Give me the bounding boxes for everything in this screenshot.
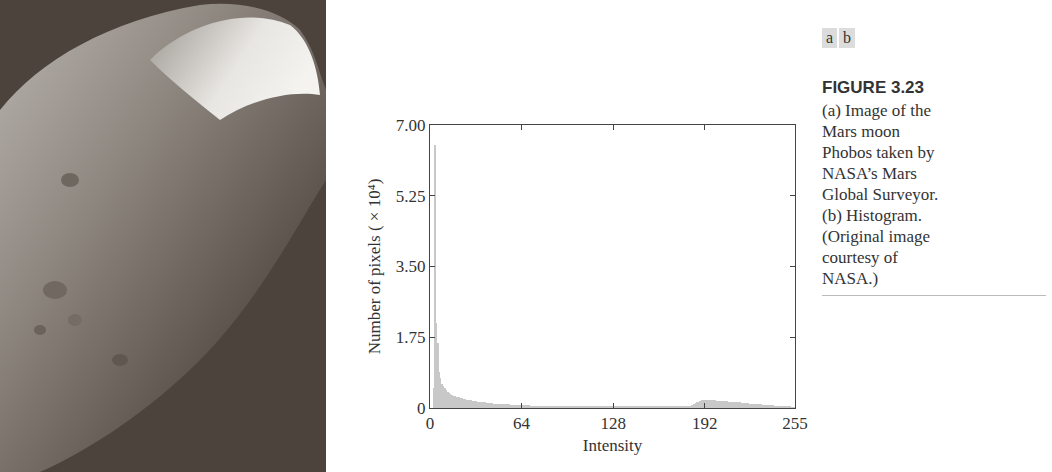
svg-text:3.50: 3.50 (396, 257, 426, 276)
svg-text:1.75: 1.75 (396, 328, 426, 347)
svg-text:64: 64 (513, 414, 531, 433)
svg-text:0: 0 (426, 414, 435, 433)
svg-text:255: 255 (782, 414, 808, 433)
html-text:courtesy of: courtesy of (822, 248, 898, 267)
html-text:FIGURE 3.23: FIGURE 3.23 (822, 78, 924, 97)
svg-text:7.00: 7.00 (396, 116, 426, 135)
html-text:(a) Image of the: (a) Image of the (822, 101, 931, 120)
html-text:NASA’s Mars: NASA’s Mars (822, 164, 917, 183)
html-text:Mars moon: Mars moon (822, 122, 900, 141)
html-text:NASA.): NASA.) (822, 269, 879, 288)
svg-text:5.25: 5.25 (396, 187, 426, 206)
html-text:(Original image: (Original image (822, 227, 931, 246)
svg-text:0: 0 (417, 399, 426, 418)
html-text:(b) Histogram.: (b) Histogram. (822, 206, 923, 225)
html-text:b: b (843, 29, 852, 46)
svg-text:Intensity: Intensity (583, 436, 643, 455)
html-text:a: a (826, 29, 834, 46)
svg-text:192: 192 (692, 414, 718, 433)
svg-text:Number of pixels ( × 10⁴): Number of pixels ( × 10⁴) (365, 179, 384, 355)
html-text:Phobos taken by: Phobos taken by (822, 143, 935, 162)
html-text:Global Surveyor.: Global Surveyor. (822, 185, 939, 204)
svg-text:128: 128 (600, 414, 626, 433)
